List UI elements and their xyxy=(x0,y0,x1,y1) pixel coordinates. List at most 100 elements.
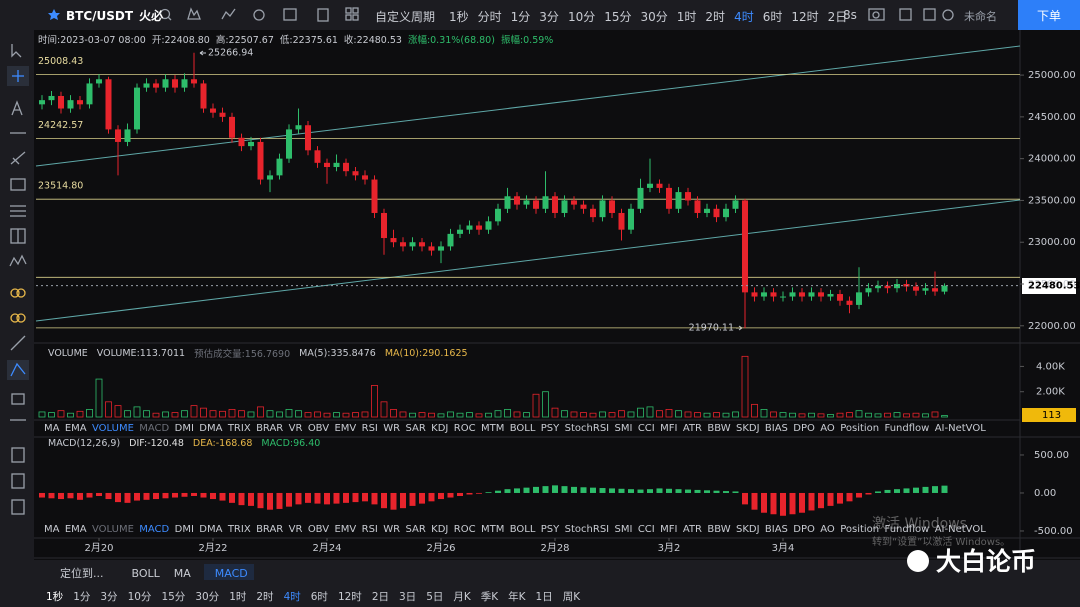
indicator-tab[interactable]: MFI xyxy=(660,423,678,434)
bottom-interval[interactable]: 2日 xyxy=(371,591,389,603)
indicator-tab[interactable]: VR xyxy=(288,423,303,434)
interval-tab[interactable]: 2日 xyxy=(827,10,848,24)
interval-tab[interactable]: 10分 xyxy=(567,10,596,24)
indicator-tab[interactable]: KDJ xyxy=(431,524,449,535)
indicator-tab[interactable]: CCI xyxy=(637,423,655,434)
indicator-tab[interactable]: EMA xyxy=(64,524,87,535)
indicator-tab[interactable]: OBV xyxy=(307,524,330,535)
indicator-tab[interactable]: MA xyxy=(44,524,60,535)
indicator-tab[interactable]: DMI xyxy=(174,524,194,535)
indicator-tab[interactable]: EMA xyxy=(64,423,87,434)
indicator-tab[interactable]: AI-NetVOL xyxy=(934,423,986,434)
indicator-tab[interactable]: EMV xyxy=(334,423,357,434)
order-button-bg[interactable] xyxy=(1018,0,1080,30)
bottom-interval[interactable]: 15分 xyxy=(161,591,186,603)
bottom-interval[interactable]: 年K xyxy=(508,591,526,603)
indicator-tab[interactable]: BBW xyxy=(707,423,731,434)
indicator-tab[interactable]: WR xyxy=(383,423,401,434)
indicator-tab[interactable]: SAR xyxy=(405,423,426,434)
bottom-interval[interactable]: 6时 xyxy=(310,591,328,603)
indicator-tab[interactable]: MFI xyxy=(660,524,678,535)
interval-tab[interactable]: 30分 xyxy=(640,10,668,24)
indicator-tab[interactable]: BIAS xyxy=(764,423,788,434)
indicator-tab[interactable]: Fundflow xyxy=(884,524,930,535)
bottom-interval[interactable]: 1时 xyxy=(229,591,247,603)
bottom-interval[interactable]: 4时 xyxy=(283,591,301,603)
locate-button[interactable]: 定位到... xyxy=(60,567,104,580)
indicator-tab[interactable]: KDJ xyxy=(431,423,449,434)
indicator-tab[interactable]: OBV xyxy=(307,423,330,434)
indicator-tab[interactable]: BOLL xyxy=(509,524,536,535)
bottom-interval[interactable]: 30分 xyxy=(195,591,220,603)
bottom-interval[interactable]: 12时 xyxy=(337,591,362,603)
indicator-tab[interactable]: MTM xyxy=(480,423,505,434)
order-button[interactable]: 下单 xyxy=(1036,9,1061,23)
interval-tab[interactable]: 6时 xyxy=(762,10,783,24)
shortcut[interactable]: BOLL xyxy=(131,566,160,580)
symbol-name[interactable]: BTC/USDT xyxy=(66,8,134,23)
bottom-interval[interactable]: 10分 xyxy=(127,591,152,603)
shortcut[interactable]: MA xyxy=(173,566,191,580)
bottom-interval[interactable]: 3日 xyxy=(399,591,417,603)
indicator-tab[interactable]: SMI xyxy=(614,524,633,535)
volume-title[interactable]: VOLUME xyxy=(48,347,88,359)
bottom-interval[interactable]: 月K xyxy=(453,591,471,603)
indicator-tab[interactable]: DPO xyxy=(793,524,815,535)
indicator-tab[interactable]: BBW xyxy=(707,524,731,535)
indicator-tab[interactable]: MA xyxy=(44,423,60,434)
indicator-tab[interactable]: AO xyxy=(820,423,835,434)
indicator-tab[interactable]: TRIX xyxy=(227,524,251,535)
interval-tab[interactable]: 12时 xyxy=(791,10,819,24)
indicator-tab[interactable]: SKDJ xyxy=(735,524,760,535)
bottom-interval[interactable]: 2时 xyxy=(256,591,274,603)
indicator-tab[interactable]: TRIX xyxy=(227,423,251,434)
indicator-tab[interactable]: DMA xyxy=(199,524,223,535)
indicator-tab[interactable]: CCI xyxy=(637,524,655,535)
indicator-tab[interactable]: AO xyxy=(820,524,835,535)
interval-tab[interactable]: 1秒 xyxy=(449,10,469,24)
indicator-tab[interactable]: PSY xyxy=(540,524,560,535)
interval-tab[interactable]: 4时 xyxy=(734,10,754,24)
indicator-tab[interactable]: Position xyxy=(840,524,880,535)
indicator-tab[interactable]: RSI xyxy=(361,423,378,434)
indicator-tab[interactable]: Position xyxy=(840,423,880,434)
bottom-interval[interactable]: 3分 xyxy=(100,591,118,603)
bottom-interval[interactable]: 季K xyxy=(480,591,499,603)
indicator-tab[interactable]: MACD xyxy=(139,423,170,434)
indicator-tab[interactable]: SMI xyxy=(614,423,633,434)
bottom-interval[interactable]: 1分 xyxy=(73,591,91,603)
indicator-tab[interactable]: BRAR xyxy=(256,524,284,535)
bottom-interval[interactable]: 周K xyxy=(562,591,581,603)
indicator-tab[interactable]: VOLUME xyxy=(92,423,134,434)
indicator-tab[interactable]: WR xyxy=(383,524,401,535)
indicator-tab[interactable]: BIAS xyxy=(764,524,788,535)
indicator-tab[interactable]: AI-NetVOL xyxy=(934,524,986,535)
indicator-tab[interactable]: SAR xyxy=(405,524,426,535)
indicator-tab[interactable]: SKDJ xyxy=(735,423,760,434)
interval-tab[interactable]: 1分 xyxy=(510,10,531,24)
indicator-tab[interactable]: EMV xyxy=(334,524,357,535)
account[interactable]: 未命名 xyxy=(964,10,997,23)
bottom-interval[interactable]: 1秒 xyxy=(46,591,64,603)
indicator-tab[interactable]: DMI xyxy=(174,423,194,434)
indicator-tab[interactable]: StochRSI xyxy=(564,423,610,434)
shortcut[interactable]: MACD xyxy=(214,566,248,580)
indicator-tab[interactable]: RSI xyxy=(361,524,378,535)
indicator-tab[interactable]: DPO xyxy=(793,423,815,434)
indicator-tab[interactable]: MTM xyxy=(480,524,505,535)
indicator-tab[interactable]: VR xyxy=(288,524,303,535)
bottom-interval[interactable]: 1日 xyxy=(535,591,553,603)
indicator-tab[interactable]: BRAR xyxy=(256,423,284,434)
period-menu[interactable]: 自定义周期 xyxy=(375,10,436,24)
interval-tab[interactable]: 分时 xyxy=(477,10,502,24)
indicator-tab[interactable]: MACD xyxy=(139,524,170,535)
indicator-tab[interactable]: ATR xyxy=(682,524,702,535)
exchange-name[interactable]: 火必 xyxy=(139,9,164,23)
indicator-tab[interactable]: VOLUME xyxy=(92,524,134,535)
interval-tab[interactable]: 1时 xyxy=(676,10,697,24)
indicator-tab[interactable]: BOLL xyxy=(509,423,536,434)
indicator-tab[interactable]: ROC xyxy=(453,423,476,434)
indicator-tab[interactable]: PSY xyxy=(540,423,560,434)
favorite-icon[interactable] xyxy=(48,9,60,20)
interval-tab[interactable]: 2时 xyxy=(705,10,726,24)
